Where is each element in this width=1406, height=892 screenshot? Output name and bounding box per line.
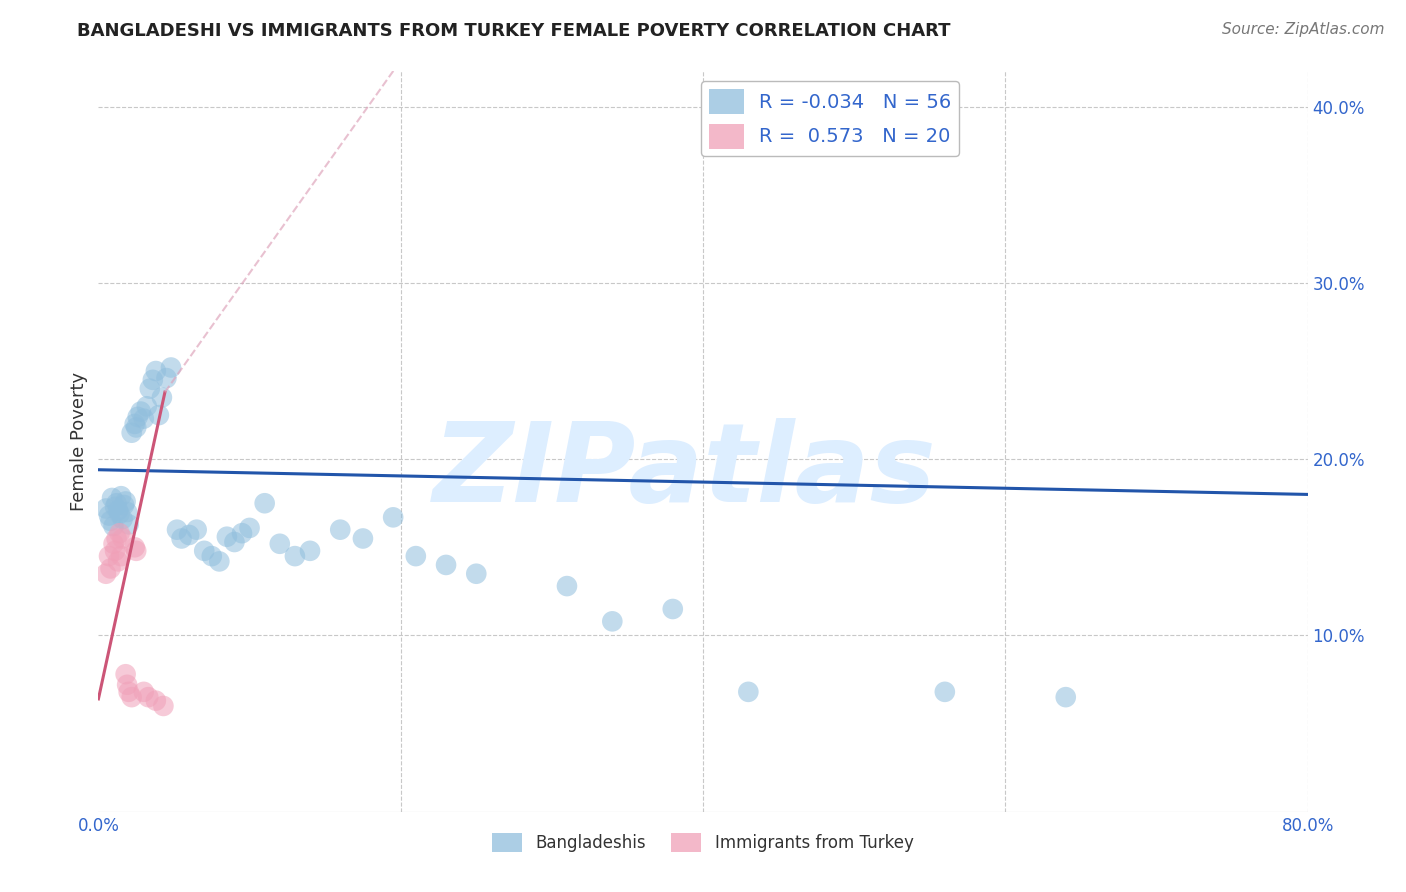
Point: [208, 554, 231, 568]
Point: [135, 399, 157, 413]
Text: BANGLADESHI VS IMMIGRANTS FROM TURKEY FEMALE POVERTY CORRELATION CHART: BANGLADESHI VS IMMIGRANTS FROM TURKEY FE…: [77, 22, 950, 40]
Point: [382, 510, 405, 524]
Point: [224, 535, 246, 549]
Legend: Bangladeshis, Immigrants from Turkey: Bangladeshis, Immigrants from Turkey: [485, 826, 921, 859]
Point: [125, 544, 148, 558]
Point: [239, 521, 262, 535]
Point: [111, 512, 134, 526]
Point: [103, 519, 125, 533]
Point: [145, 694, 167, 708]
Point: [201, 549, 224, 563]
Point: [121, 690, 143, 705]
Point: [329, 523, 352, 537]
Point: [115, 505, 138, 519]
Point: [170, 532, 193, 546]
Point: [150, 391, 173, 405]
Point: [152, 698, 174, 713]
Point: [104, 500, 127, 514]
Point: [166, 523, 188, 537]
Point: [111, 532, 134, 546]
Point: [602, 615, 624, 629]
Point: [186, 523, 208, 537]
Point: [145, 364, 167, 378]
Point: [160, 360, 183, 375]
Point: [115, 678, 138, 692]
Point: [139, 382, 162, 396]
Point: [104, 544, 127, 558]
Text: Source: ZipAtlas.com: Source: ZipAtlas.com: [1222, 22, 1385, 37]
Point: [1054, 690, 1077, 705]
Point: [661, 602, 683, 616]
Point: [269, 537, 291, 551]
Point: [101, 491, 124, 505]
Point: [148, 408, 170, 422]
Point: [136, 690, 159, 705]
Point: [132, 411, 155, 425]
Point: [555, 579, 578, 593]
Point: [112, 498, 135, 512]
Point: [108, 507, 131, 521]
Point: [125, 420, 148, 434]
Y-axis label: Female Poverty: Female Poverty: [70, 372, 89, 511]
Point: [231, 526, 253, 541]
Point: [179, 528, 201, 542]
Point: [352, 532, 374, 546]
Point: [110, 489, 132, 503]
Point: [215, 530, 238, 544]
Point: [94, 566, 117, 581]
Point: [105, 496, 128, 510]
Point: [193, 544, 215, 558]
Point: [155, 371, 177, 385]
Point: [114, 494, 136, 508]
Point: [129, 404, 152, 418]
Point: [118, 685, 141, 699]
Point: [253, 496, 276, 510]
Point: [98, 508, 121, 523]
Point: [124, 541, 146, 555]
Point: [107, 554, 129, 568]
Point: [114, 667, 136, 681]
Point: [118, 517, 141, 532]
Point: [934, 685, 956, 699]
Point: [94, 501, 117, 516]
Point: [142, 373, 165, 387]
Point: [107, 503, 129, 517]
Text: ZIPatlas: ZIPatlas: [433, 417, 936, 524]
Point: [737, 685, 759, 699]
Point: [110, 549, 132, 563]
Point: [127, 409, 149, 424]
Point: [405, 549, 427, 563]
Point: [465, 566, 488, 581]
Point: [132, 685, 155, 699]
Point: [434, 558, 457, 572]
Point: [124, 417, 146, 431]
Point: [98, 549, 121, 563]
Point: [103, 537, 125, 551]
Point: [121, 425, 143, 440]
Point: [100, 514, 122, 528]
Point: [100, 561, 122, 575]
Point: [105, 532, 128, 546]
Point: [284, 549, 307, 563]
Point: [108, 526, 131, 541]
Point: [299, 544, 322, 558]
